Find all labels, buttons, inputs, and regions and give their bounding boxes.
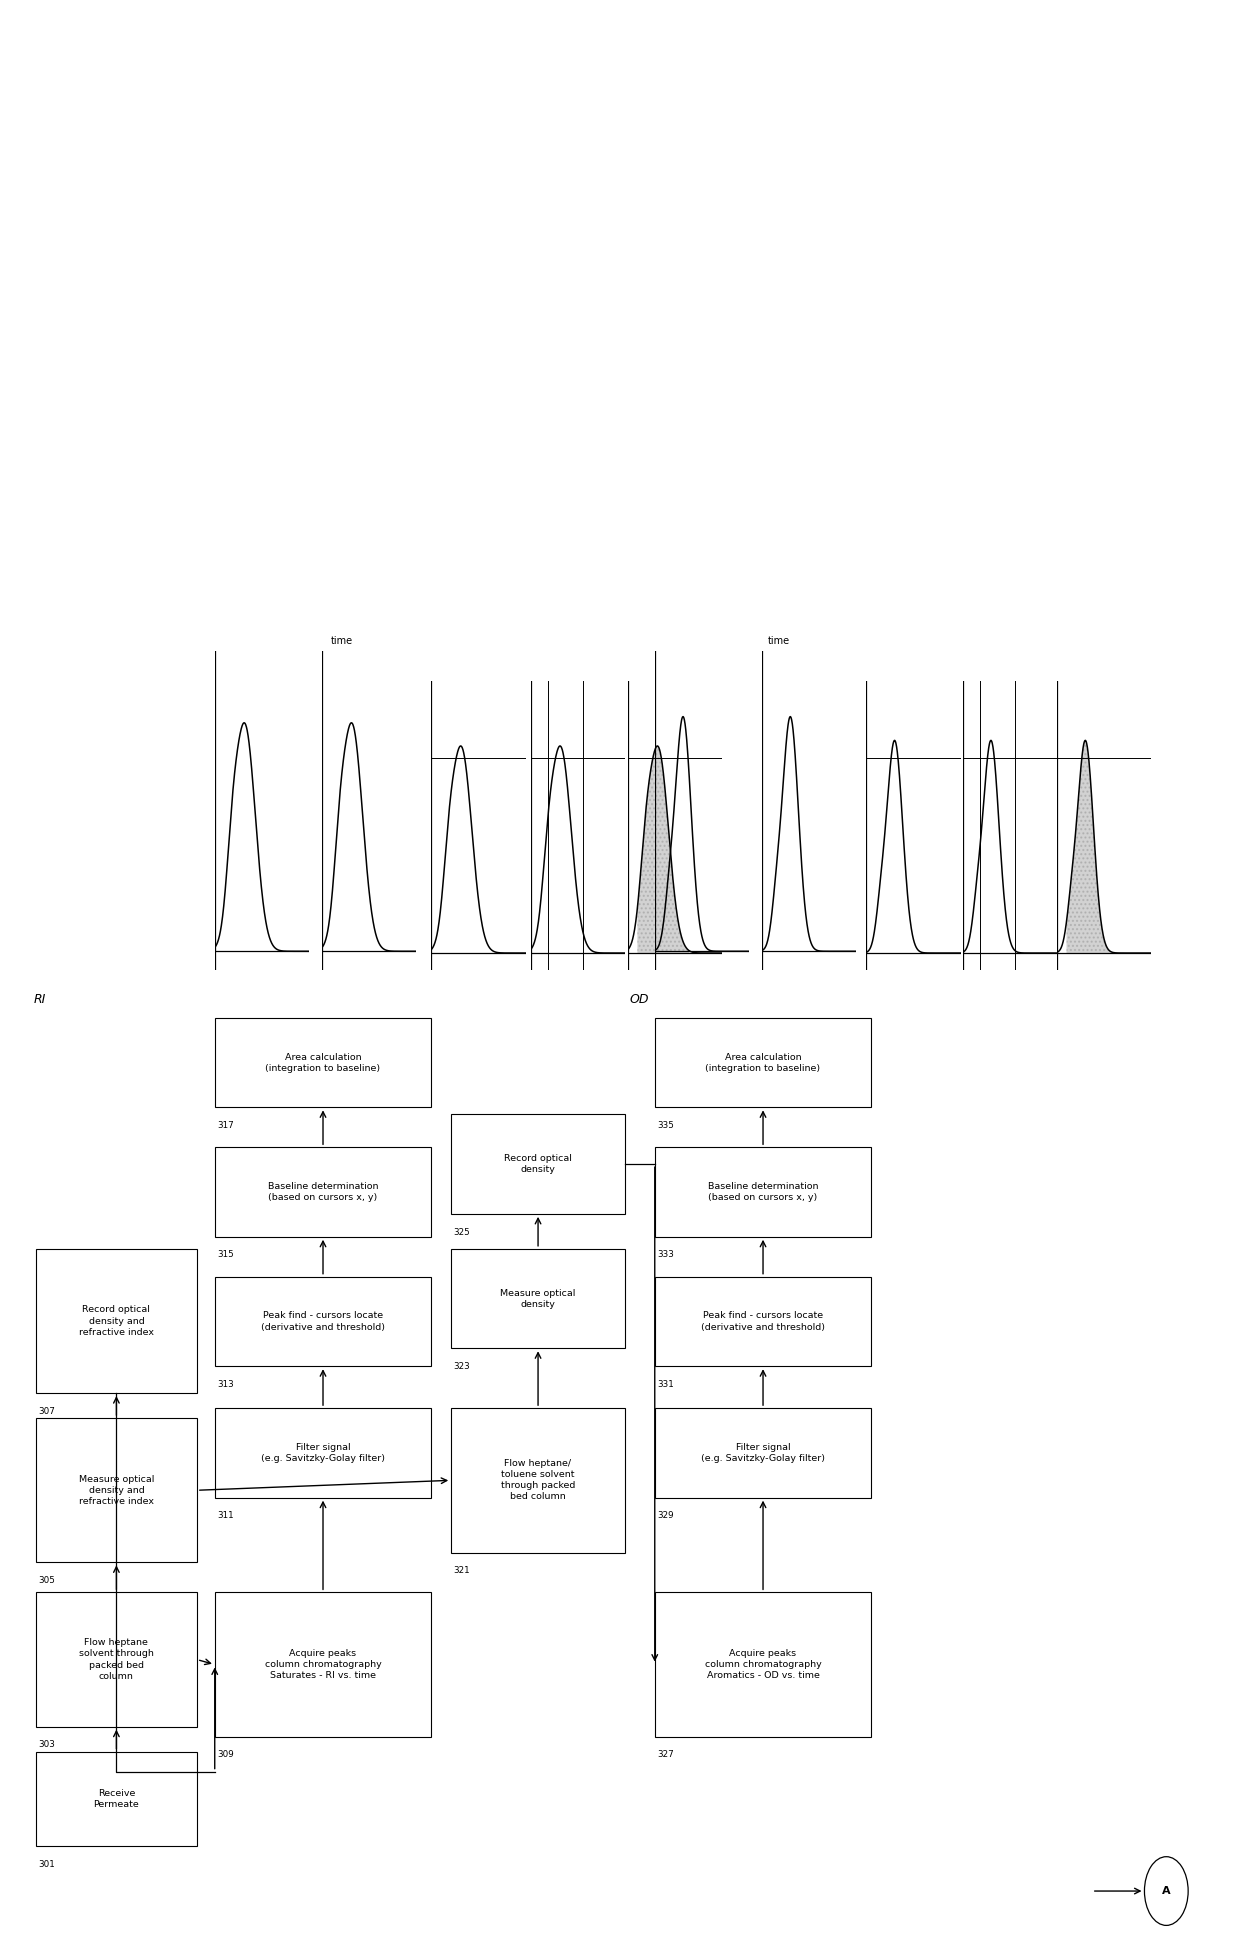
Text: Peak find - cursors locate
(derivative and threshold): Peak find - cursors locate (derivative a…: [260, 1311, 384, 1332]
Text: time: time: [331, 636, 353, 646]
FancyBboxPatch shape: [36, 1593, 197, 1727]
Text: Baseline determination
(based on cursors x, y): Baseline determination (based on cursors…: [708, 1183, 818, 1202]
Text: 325: 325: [454, 1227, 470, 1237]
Text: Record optical
density and
refractive index: Record optical density and refractive in…: [79, 1305, 154, 1336]
Text: Receive
Permeate: Receive Permeate: [93, 1789, 139, 1809]
FancyBboxPatch shape: [215, 1148, 432, 1237]
Text: 323: 323: [454, 1362, 470, 1371]
FancyBboxPatch shape: [655, 1148, 872, 1237]
FancyBboxPatch shape: [655, 1593, 872, 1737]
Text: Area calculation
(integration to baseline): Area calculation (integration to baselin…: [706, 1052, 821, 1072]
FancyBboxPatch shape: [451, 1408, 625, 1552]
Text: 321: 321: [454, 1566, 470, 1575]
Text: 329: 329: [657, 1511, 673, 1521]
Text: 309: 309: [217, 1750, 234, 1760]
Text: Acquire peaks
column chromatography
Aromatics - OD vs. time: Acquire peaks column chromatography Arom…: [704, 1649, 821, 1680]
Text: Filter signal
(e.g. Savitzky-Golay filter): Filter signal (e.g. Savitzky-Golay filte…: [260, 1443, 384, 1463]
Text: Measure optical
density and
refractive index: Measure optical density and refractive i…: [78, 1474, 154, 1505]
Text: A: A: [1162, 1887, 1171, 1896]
FancyBboxPatch shape: [36, 1418, 197, 1562]
Text: 301: 301: [38, 1859, 55, 1869]
FancyBboxPatch shape: [655, 1408, 872, 1498]
FancyBboxPatch shape: [655, 1017, 872, 1107]
Text: 313: 313: [217, 1379, 234, 1389]
Text: Filter signal
(e.g. Savitzky-Golay filter): Filter signal (e.g. Savitzky-Golay filte…: [701, 1443, 825, 1463]
Text: Flow heptane
solvent through
packed bed
column: Flow heptane solvent through packed bed …: [79, 1638, 154, 1680]
Text: 311: 311: [217, 1511, 234, 1521]
Text: Flow heptane/
toluene solvent
through packed
bed column: Flow heptane/ toluene solvent through pa…: [501, 1459, 575, 1502]
Text: Area calculation
(integration to baseline): Area calculation (integration to baselin…: [265, 1052, 381, 1072]
Text: time: time: [768, 636, 790, 646]
FancyBboxPatch shape: [36, 1249, 197, 1393]
Text: OD: OD: [630, 994, 650, 1006]
Text: Record optical
density: Record optical density: [505, 1153, 572, 1175]
Text: Peak find - cursors locate
(derivative and threshold): Peak find - cursors locate (derivative a…: [701, 1311, 825, 1332]
Text: Acquire peaks
column chromatography
Saturates - RI vs. time: Acquire peaks column chromatography Satu…: [264, 1649, 382, 1680]
FancyBboxPatch shape: [451, 1249, 625, 1348]
Text: 327: 327: [657, 1750, 675, 1760]
Text: 315: 315: [217, 1251, 234, 1260]
FancyBboxPatch shape: [215, 1408, 432, 1498]
FancyBboxPatch shape: [36, 1752, 197, 1846]
FancyBboxPatch shape: [655, 1276, 872, 1365]
Text: 303: 303: [38, 1741, 56, 1749]
Text: RI: RI: [33, 994, 46, 1006]
FancyBboxPatch shape: [215, 1276, 432, 1365]
Text: 331: 331: [657, 1379, 675, 1389]
Text: 307: 307: [38, 1406, 56, 1416]
FancyBboxPatch shape: [451, 1114, 625, 1214]
Text: 317: 317: [217, 1120, 234, 1130]
Text: 305: 305: [38, 1575, 56, 1585]
Text: 333: 333: [657, 1251, 675, 1260]
Text: 335: 335: [657, 1120, 675, 1130]
Text: Baseline determination
(based on cursors x, y): Baseline determination (based on cursors…: [268, 1183, 378, 1202]
Text: Measure optical
density: Measure optical density: [501, 1288, 575, 1309]
FancyBboxPatch shape: [215, 1017, 432, 1107]
FancyBboxPatch shape: [215, 1593, 432, 1737]
